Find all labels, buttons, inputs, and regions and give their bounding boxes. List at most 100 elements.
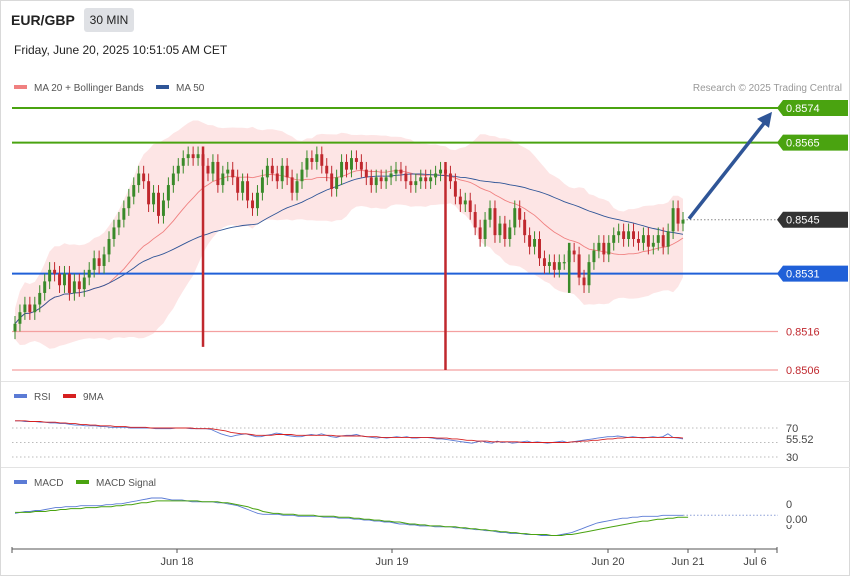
bollinger-band bbox=[15, 120, 683, 349]
candle-body bbox=[127, 196, 131, 209]
candle-body bbox=[394, 169, 398, 174]
candle-body bbox=[265, 165, 269, 178]
candle-body bbox=[92, 258, 96, 270]
level-tag-resistance bbox=[777, 134, 848, 151]
candle-body bbox=[152, 192, 156, 205]
candle-body bbox=[349, 158, 353, 170]
candle-body bbox=[533, 239, 537, 247]
candle-body bbox=[72, 281, 76, 293]
candle-body bbox=[142, 173, 146, 182]
candle-body bbox=[285, 165, 289, 178]
candle-body bbox=[414, 181, 418, 186]
rsi-panel: 70 30 55.52 bbox=[12, 420, 814, 464]
candle-body bbox=[627, 231, 631, 239]
candle-body bbox=[607, 242, 611, 255]
candle-body bbox=[226, 169, 230, 174]
candle-body bbox=[587, 262, 591, 286]
level-label-support: 0.8516 bbox=[786, 326, 820, 338]
candle-body bbox=[117, 219, 121, 228]
candle-body bbox=[196, 154, 200, 159]
candle-body bbox=[399, 169, 403, 174]
level-label-resistance: 0.8565 bbox=[786, 138, 820, 150]
rsi-ma-line bbox=[15, 420, 684, 443]
candle-body bbox=[241, 181, 245, 193]
x-axis: Jun 18 Jun 19 Jun 20 Jun 21 Jul 6 bbox=[11, 547, 778, 568]
candle-body bbox=[161, 200, 165, 216]
candle-body bbox=[67, 273, 71, 293]
macd-legend: MACD MACD Signal bbox=[14, 478, 156, 489]
macd-line bbox=[14, 497, 683, 536]
macd-legend-swatch bbox=[14, 480, 27, 484]
candle-body bbox=[602, 242, 606, 255]
rsi-label-30: 30 bbox=[786, 452, 798, 464]
candle-body bbox=[488, 208, 492, 220]
candle-body bbox=[77, 281, 81, 290]
candle-body bbox=[157, 192, 160, 216]
candle-body bbox=[43, 281, 47, 293]
candle-body bbox=[28, 304, 32, 313]
candle-body bbox=[612, 235, 616, 243]
candle-body bbox=[374, 177, 378, 186]
candle-body bbox=[538, 239, 541, 259]
candle-body bbox=[646, 235, 650, 247]
candle-body bbox=[206, 165, 210, 174]
candle-body bbox=[166, 185, 170, 201]
macd-last-value: 0.00 bbox=[786, 514, 807, 526]
candle-body bbox=[275, 173, 279, 182]
candle-body bbox=[330, 173, 334, 189]
rsi-label-70: 70 bbox=[786, 423, 798, 435]
candle-body bbox=[186, 154, 190, 159]
candle-body bbox=[661, 235, 665, 247]
ma20-legend-swatch bbox=[14, 85, 27, 89]
candle-body bbox=[503, 223, 507, 239]
macd-value-backdrop bbox=[784, 512, 814, 525]
candle-body bbox=[48, 269, 52, 282]
symbol-label: EUR/GBP bbox=[11, 12, 75, 28]
macd-signal-line bbox=[15, 500, 689, 536]
candle-body bbox=[518, 208, 522, 220]
x-axis-label: Jun 21 bbox=[671, 556, 704, 568]
level-tag-resistance bbox=[777, 100, 848, 116]
macd-zero-label-bottom: 0 bbox=[786, 520, 792, 532]
candle-body bbox=[622, 231, 626, 239]
candle-body bbox=[260, 177, 264, 193]
candle-body bbox=[300, 169, 304, 182]
rsi-last-value: 55.52 bbox=[786, 434, 814, 446]
level-label-pivot: 0.8531 bbox=[786, 269, 820, 281]
x-axis-label: Jun 18 bbox=[160, 556, 193, 568]
macd-legend-label: MACD bbox=[34, 478, 63, 489]
candle-body bbox=[671, 208, 675, 232]
candle-body bbox=[305, 158, 309, 170]
rsi-legend-label: RSI bbox=[34, 392, 51, 403]
candle-body bbox=[523, 219, 527, 236]
main-legend: MA 20 + Bollinger Bands MA 50 bbox=[14, 83, 205, 94]
candle-body bbox=[122, 208, 126, 220]
candle-body bbox=[632, 231, 636, 239]
macd-panel: 000.00 bbox=[14, 497, 814, 536]
chart-datetime: Friday, June 20, 2025 10:51:05 AM CET bbox=[14, 43, 228, 57]
candle-body bbox=[270, 165, 274, 174]
candle-body bbox=[58, 273, 62, 286]
candle-body bbox=[666, 231, 670, 247]
candle-body bbox=[112, 227, 116, 239]
arrow-shaft bbox=[687, 119, 768, 220]
candle-body bbox=[498, 223, 502, 236]
candle-body bbox=[132, 185, 136, 197]
candle-body bbox=[597, 242, 601, 251]
candle-body bbox=[364, 169, 368, 178]
candle-body bbox=[656, 235, 660, 243]
candle-body bbox=[592, 250, 596, 263]
copyright-notice: Research © 2025 Trading Central bbox=[693, 83, 842, 94]
candle-body bbox=[221, 173, 225, 186]
timeframe-button[interactable]: 30 MIN bbox=[84, 8, 134, 32]
candle-body bbox=[463, 200, 467, 205]
rsi-ma-legend-swatch bbox=[63, 394, 76, 398]
candle-body bbox=[547, 262, 551, 266]
candle-body bbox=[13, 323, 17, 332]
x-axis-label: Jun 19 bbox=[375, 556, 408, 568]
candle-body bbox=[251, 200, 254, 209]
bollinger-band-area bbox=[15, 120, 683, 349]
candle-body bbox=[508, 227, 512, 239]
candle-body bbox=[641, 235, 645, 243]
candle-body bbox=[448, 173, 452, 182]
